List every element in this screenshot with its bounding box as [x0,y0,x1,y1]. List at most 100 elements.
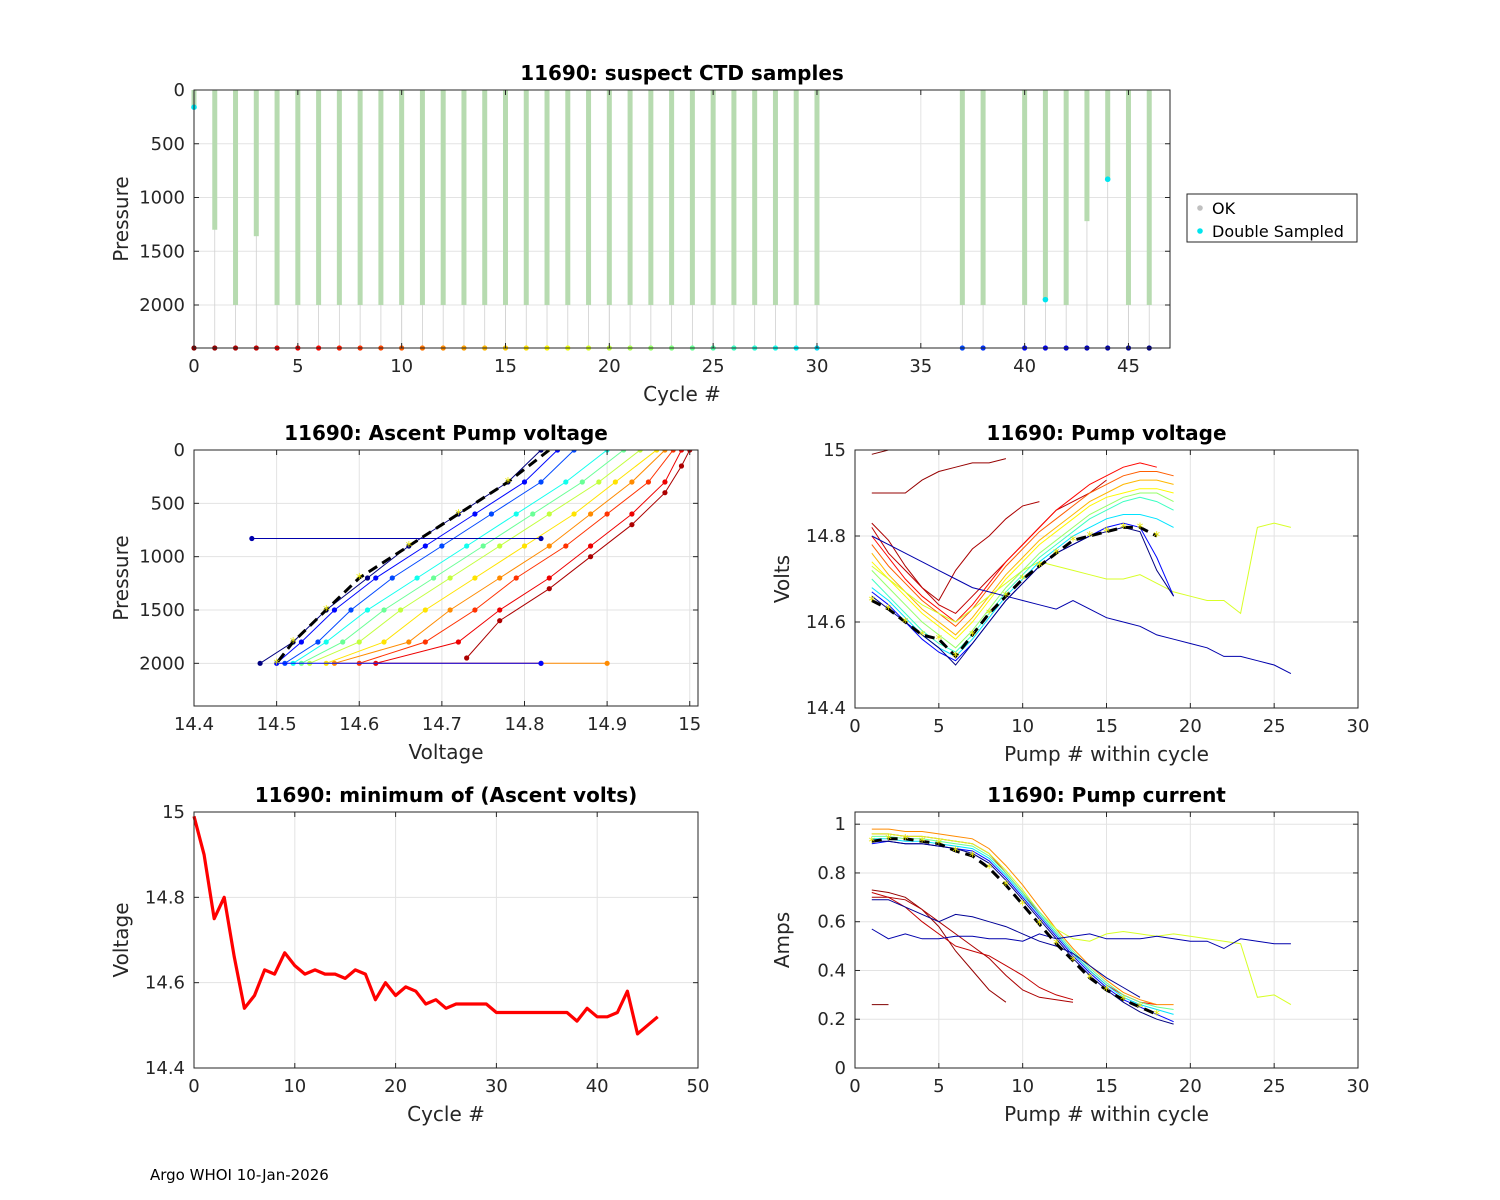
pc-xtick-label: 25 [1263,1076,1286,1097]
pv-mean-marker: * [1154,530,1161,545]
apv-series-point [406,639,412,645]
apv-series-point [629,511,635,517]
pv-xtick-label: 0 [849,716,860,737]
apv-series-point [546,543,552,549]
minv-ytick-label: 14.8 [145,887,185,908]
apv-series-point [546,575,552,581]
minv-ytick-label: 14.6 [145,973,185,994]
minv-xtick-label: 40 [586,1076,609,1097]
pc-mean-marker: * [969,850,976,865]
ctd-axes: 0 5 10 15 20 25 30 35 40 45 0 500 1000 1500 2000 11690:… [109,61,1171,406]
pv-series-line [871,501,1040,602]
pv-mean-profile [871,525,1158,659]
ctd-profile-bar [586,90,592,305]
apv-series-point [538,660,544,666]
apv-series-point [249,535,255,542]
ctd-profile-bar [253,90,259,237]
apv-mean-marker: * [356,572,363,587]
apv-series-point [587,511,594,517]
ctd-profile-bar [980,90,986,305]
ctd-profile-bar [731,90,737,305]
apv-ylabel: Pressure [109,535,133,620]
apv-mean-profile [275,450,551,665]
ctd-profile-bar [814,90,820,305]
ctd-profile-bar [1105,90,1111,179]
pc-ytick-label: 0.4 [817,960,846,981]
ctd-xtick-label: 40 [1013,356,1036,377]
apv-series-point [397,607,404,613]
apv-series-point [472,511,478,517]
ctd-profile-bar [1146,90,1152,305]
ctd-xtick-label: 20 [598,356,621,377]
pc-mean-marker: * [986,862,993,877]
pc-mean-marker: * [1103,984,1110,999]
apv-series-point [530,511,536,517]
apv-xtick-label: 15 [678,714,701,735]
pc-series-line [871,899,1141,998]
ctd-title: 11690: suspect CTD samples [520,61,844,85]
pv-mean-marker: * [1003,590,1010,605]
pv-series-line [871,462,1157,623]
pc-mean-marker: * [1019,899,1026,914]
apv-series-point [587,554,594,560]
apv-xtick-label: 14.9 [587,714,627,735]
apv-mean-marker: * [290,636,297,651]
apv-series-point [364,607,371,613]
apv-series-point [497,607,503,613]
apv-title: 11690: Ascent Pump voltage [284,421,608,445]
ctd-profile-bar [212,90,218,230]
ctd-xtick-label: 0 [188,356,199,377]
apv-series-point [612,479,618,485]
apv-xlabel: Voltage [408,740,483,764]
footer-label: Argo WHOI 10-Jan-2026 [150,1166,329,1184]
pv-ylabel: Volts [770,555,794,603]
apv-series-point [298,639,305,645]
ctd-profile-bar [440,90,446,305]
apv-xtick-label: 14.6 [339,714,379,735]
pc-plot-area: * * * * * * * * * * * * * * * * * * [869,828,1292,1025]
apv-series-point [678,450,685,453]
apv-series-point [670,450,676,453]
pv-plot-area: * * * * * * * * * * * * * * * * * * [869,450,1292,675]
pv-xtick-label: 30 [1347,716,1370,737]
apv-series-point [422,543,428,549]
legend-marker [1197,228,1203,234]
apv-xtick-label: 14.7 [422,714,462,735]
apv-mean-marker: * [273,657,280,672]
ctd-double-sampled-point [1042,296,1049,303]
apv-xtick-label: 14.4 [174,714,214,735]
pv-ytick-label: 14.6 [806,612,846,633]
apv-series-point [447,575,453,581]
apv-series-point [381,607,387,613]
minv-xtick-label: 50 [687,1076,710,1097]
apv-series-point [422,607,428,613]
apv-series-point [381,639,387,645]
minv-ytick-label: 15 [162,802,185,823]
pv-series-line [871,522,1292,623]
pc-title: 11690: Pump current [987,783,1226,807]
ctd-xtick-label: 15 [494,356,517,377]
min-ascent-volts-axes: 0 10 20 30 40 50 14.4 14.6 14.8 15 11690: minimum … [109,783,709,1126]
ctd-xtick-label: 30 [806,356,829,377]
apv-series-point [587,543,594,549]
pv-series-line [871,479,1107,615]
apv-series-point [513,511,519,517]
apv-series-point [464,655,470,661]
pv-mean-marker: * [1053,547,1060,562]
pc-series-line [871,896,1074,1003]
apv-series-line [284,450,575,664]
ctd-profile-bar [772,90,778,305]
apv-series-point [563,543,569,549]
apv-ytick-label: 1000 [139,547,185,568]
pv-mean-marker: * [1036,560,1043,575]
apv-series-point [323,639,329,645]
apv-series-point [439,543,445,549]
pv-mean-marker: * [1120,521,1127,536]
pv-series-line [871,458,1007,494]
apv-series-line [326,450,658,664]
apv-mean-marker: * [546,444,553,459]
pc-xlabel: Pump # within cycle [1004,1102,1209,1126]
apv-series-line [292,450,608,664]
ctd-profile-bar [648,90,654,305]
